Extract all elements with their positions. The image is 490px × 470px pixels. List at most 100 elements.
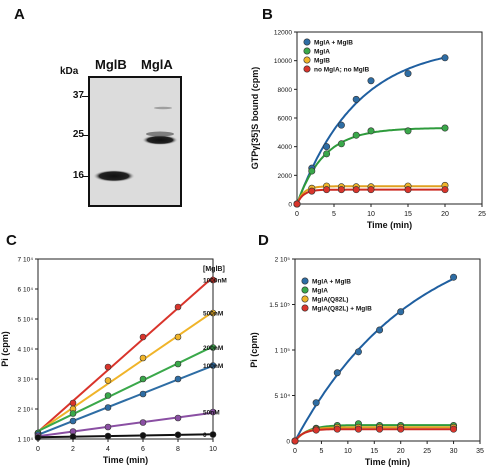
data-point [139, 354, 147, 362]
legend-label: MglA(Q82L) + MglB [312, 306, 372, 313]
x-tick-label: 0 [36, 446, 40, 453]
x-tick-label: 25 [423, 448, 431, 455]
kda-label: kDa [60, 66, 79, 77]
legend-marker [303, 65, 311, 73]
fit-curve [296, 56, 446, 205]
data-point [291, 437, 299, 445]
x-tick-label: 20 [397, 448, 405, 455]
data-point [308, 167, 316, 175]
data-point [441, 124, 449, 132]
data-point [323, 150, 331, 158]
data-point [376, 326, 384, 334]
data-point [174, 333, 182, 341]
data-point [104, 404, 112, 411]
y-tick-label: 1 10⁴ [18, 437, 34, 444]
mgla-band [142, 135, 178, 145]
data-point [450, 425, 458, 433]
data-point [174, 431, 182, 439]
data-point [404, 127, 412, 135]
data-point [397, 425, 405, 433]
legend-marker [303, 47, 311, 55]
y-tick-label: 12000 [274, 30, 292, 37]
y-tick-label: 2 10⁴ [18, 407, 34, 414]
data-point [104, 392, 112, 399]
x-tick-label: 15 [404, 211, 412, 218]
fit-curve [294, 426, 454, 442]
y-tick-label: 4000 [278, 144, 293, 151]
data-point [367, 186, 375, 194]
data-point [367, 127, 375, 135]
fit-curve [294, 277, 455, 442]
lane-label-mglb: MglB [95, 57, 127, 72]
y-tick-label: 6000 [278, 116, 293, 123]
panel-c-letter: C [6, 232, 17, 249]
legend-title: [MglB] [203, 266, 225, 273]
data-point [104, 377, 112, 384]
legend-label: no MglA; no MglB [314, 67, 370, 74]
data-point [333, 369, 341, 377]
y-tick-label: 4 10⁴ [18, 347, 34, 354]
data-point [209, 431, 217, 438]
y-tick-label: 1 10⁵ [275, 348, 291, 355]
mglb-band [93, 170, 135, 182]
series-label: 200nM [203, 345, 223, 352]
x-tick-label: 25 [478, 211, 486, 218]
x-tick-label: 0 [295, 211, 299, 218]
data-point [323, 143, 331, 151]
chart-d: 0 5 10 15 20 25 30 35 0 5 10⁴ 1 10⁵ 1.5 10⁵ 2 10⁵ Tim… [249, 257, 484, 468]
gel-image [88, 76, 182, 207]
y-axis-label: Pi (cpm) [249, 332, 259, 368]
x-tick-label: 0 [293, 448, 297, 455]
y-tick-label: 7 10⁴ [18, 257, 34, 264]
marker-37: 37 [72, 90, 84, 101]
data-point [69, 410, 77, 417]
x-tick-label: 35 [476, 448, 484, 455]
fit-line [37, 276, 214, 433]
y-tick-label: 1.5 10⁵ [269, 302, 290, 309]
data-point [333, 425, 341, 433]
data-point [209, 408, 217, 416]
series-label: 50nM [203, 410, 220, 417]
data-point [209, 309, 217, 317]
data-point [139, 390, 147, 398]
series-label: 500nM [203, 311, 223, 318]
data-point [308, 187, 316, 195]
panel-b-letter: B [262, 6, 273, 23]
x-tick-label: 10 [344, 448, 352, 455]
y-axis-label: GTPγ[35]S bound (cpm) [250, 67, 260, 170]
x-tick-label: 2 [71, 446, 75, 453]
fit-line [37, 411, 214, 438]
y-tick-label: 0 [286, 439, 290, 446]
data-point [312, 426, 320, 434]
legend-marker [303, 56, 311, 64]
data-point [354, 348, 362, 356]
plot-frame [37, 258, 214, 440]
data-point [441, 54, 449, 62]
data-point [69, 417, 77, 425]
data-point [404, 186, 412, 194]
fit-line [37, 433, 214, 439]
legend-marker [301, 295, 309, 303]
data-point [209, 276, 217, 284]
x-tick-label: 8 [176, 446, 180, 453]
data-point [354, 425, 362, 433]
data-point [376, 425, 384, 433]
y-axis-label: Pi (cpm) [0, 331, 10, 367]
x-tick-label: 5 [332, 211, 336, 218]
x-tick-label: 10 [367, 211, 375, 218]
faint-band [154, 106, 172, 110]
series-label: 100nM [203, 363, 223, 370]
data-point [352, 186, 360, 194]
data-point [104, 423, 112, 431]
series-label: 1000nM [203, 278, 227, 285]
data-point [139, 432, 147, 439]
data-point [139, 375, 147, 383]
marker-25: 25 [72, 129, 84, 140]
plot-frame [294, 258, 481, 442]
x-axis-label: Time (min) [103, 455, 148, 465]
series-label: 0 [203, 432, 207, 439]
marker-16: 16 [72, 170, 84, 181]
y-tick-label: 6 10⁴ [18, 287, 34, 294]
fit-line [37, 364, 214, 436]
fit-curve [294, 428, 454, 442]
